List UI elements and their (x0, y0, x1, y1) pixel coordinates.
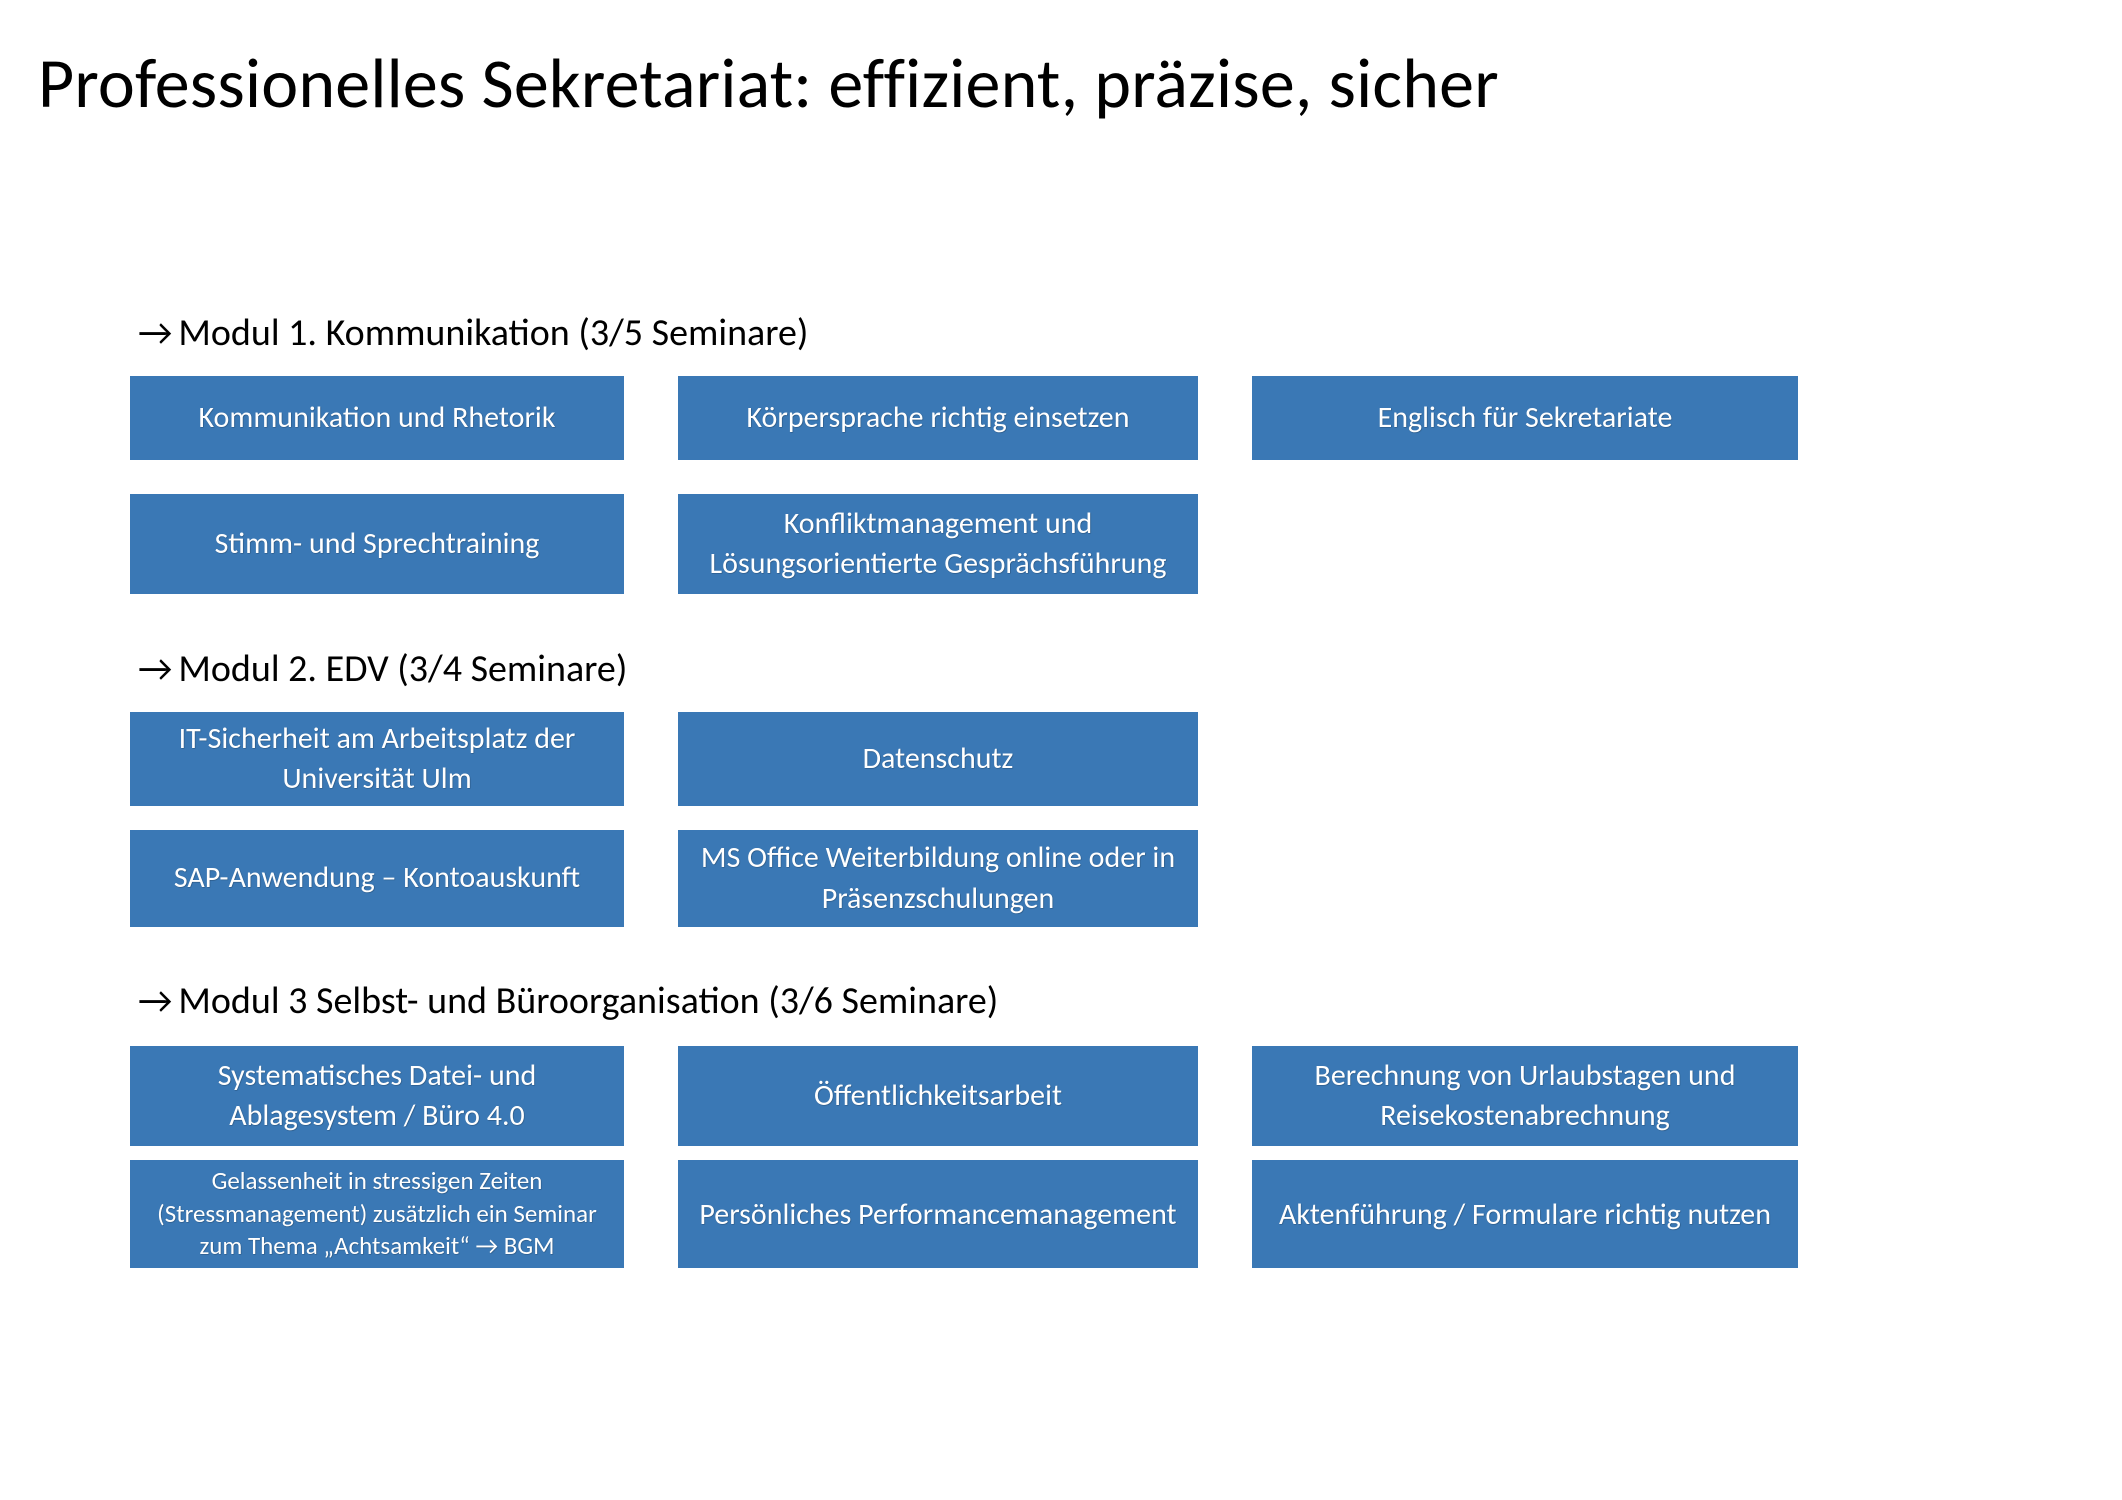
module3-row0-cell2: Berechnung von Urlaubstagen und Reisekos… (1252, 1046, 1798, 1146)
module3-row1-cell1: Persönliches Performancemanagement (678, 1160, 1198, 1268)
module2-row0-cell1: Datenschutz (678, 712, 1198, 806)
module1-row0-cell1: Körpersprache richtig einsetzen (678, 376, 1198, 460)
module1-heading: → Modul 1. Kommunikation (3/5 Seminare) (138, 310, 808, 356)
module1-row1-cell1: Konfliktmanagement und Lösungsorientiert… (678, 494, 1198, 594)
module3-heading: → Modul 3 Selbst- und Büroorganisation (… (138, 978, 998, 1024)
module2-heading-text: Modul 2. EDV (3/4 Seminare) (178, 646, 627, 692)
module3-row0-cell1: Öffentlichkeitsarbeit (678, 1046, 1198, 1146)
module2-row0-cell0: IT-Sicherheit am Arbeitsplatz der Univer… (130, 712, 624, 806)
arrow-icon: → (138, 978, 172, 1024)
module1-row1-cell0: Stimm- und Sprechtraining (130, 494, 624, 594)
module3-row0-cell0: Systematisches Datei- und Ablagesystem /… (130, 1046, 624, 1146)
module1-row0-cell2: Englisch für Sekretariate (1252, 376, 1798, 460)
module2-row1-cell1: MS Office Weiterbildung online oder in P… (678, 830, 1198, 927)
module1-row0-cell0: Kommunikation und Rhetorik (130, 376, 624, 460)
arrow-icon: → (138, 646, 172, 692)
arrow-icon: → (138, 310, 172, 356)
module2-heading: → Modul 2. EDV (3/4 Seminare) (138, 646, 627, 692)
page-title: Professionelles Sekretariat: effizient, … (38, 40, 1499, 126)
module3-row1-cell0: Gelassenheit in stressigen Zeiten (Stres… (130, 1160, 624, 1268)
module3-heading-text: Modul 3 Selbst- und Büroorganisation (3/… (178, 978, 998, 1024)
module2-row1-cell0: SAP-Anwendung – Kontoauskunft (130, 830, 624, 927)
module3-row1-cell2: Aktenführung / Formulare richtig nutzen (1252, 1160, 1798, 1268)
module1-heading-text: Modul 1. Kommunikation (3/5 Seminare) (178, 310, 808, 356)
